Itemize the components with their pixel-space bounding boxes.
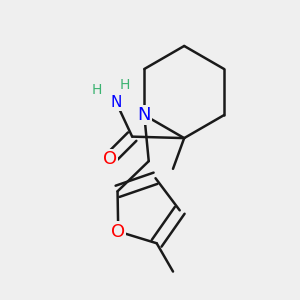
Text: N: N — [137, 106, 151, 124]
Text: O: O — [103, 150, 117, 168]
Text: N: N — [111, 95, 122, 110]
Text: O: O — [111, 223, 125, 241]
Text: H: H — [92, 82, 102, 97]
Text: H: H — [120, 77, 130, 92]
